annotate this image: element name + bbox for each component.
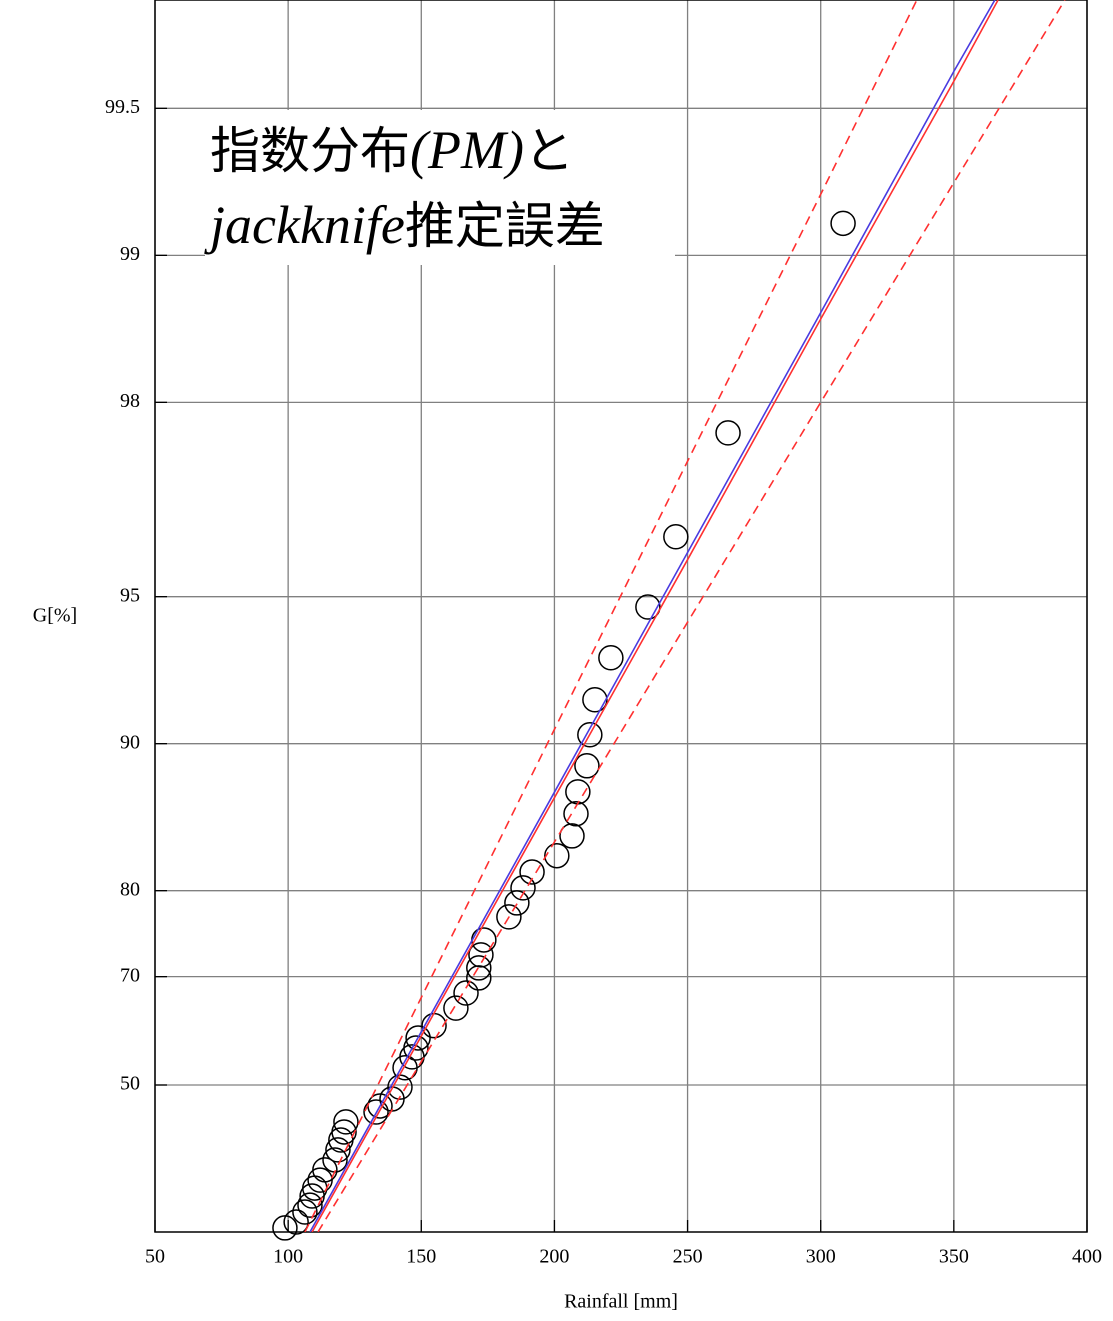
x-tick-label: 200 — [539, 1246, 569, 1268]
y-tick-label: 98 — [120, 390, 140, 412]
data-point — [363, 1099, 389, 1125]
y-tick-label: 90 — [120, 731, 140, 753]
data-point — [715, 420, 741, 446]
y-tick-label: 99 — [120, 243, 140, 265]
annotation-text: 推定誤差 — [405, 197, 605, 255]
data-point — [297, 1192, 323, 1218]
annotation-text: jackknife — [204, 195, 405, 255]
data-point — [443, 995, 469, 1021]
data-point — [302, 1175, 328, 1201]
fit-line — [311, 0, 999, 1232]
data-point — [468, 942, 494, 968]
x-tick-label: 50 — [145, 1246, 165, 1268]
annotation-text: と — [524, 122, 574, 180]
data-point — [544, 842, 570, 869]
y-axis-label: G[%] — [33, 605, 77, 627]
x-tick-label: 400 — [1072, 1246, 1102, 1268]
data-point — [510, 875, 536, 901]
plot-frame — [154, 0, 1088, 1233]
data-point — [496, 904, 522, 930]
y-tick-label: 95 — [120, 584, 140, 606]
x-tick-label: 150 — [406, 1246, 436, 1268]
y-tick-label: 50 — [120, 1073, 140, 1095]
data-point — [504, 890, 530, 916]
data-point — [325, 1137, 351, 1163]
data-point — [663, 524, 689, 550]
data-point — [519, 859, 545, 885]
annotation-text: (PM) — [410, 120, 524, 180]
confidence-line — [317, 0, 1066, 1232]
y-tick-label: 80 — [120, 878, 140, 900]
x-tick-label: 100 — [273, 1246, 303, 1268]
annotation: 指数分布(PM)と — [210, 120, 574, 180]
annotation-background — [205, 110, 675, 265]
data-point — [272, 1215, 298, 1241]
confidence-line — [304, 0, 918, 1232]
data-point — [559, 823, 585, 849]
x-tick-label: 250 — [673, 1246, 703, 1268]
annotation: jackknife推定誤差 — [204, 195, 605, 255]
data-point — [582, 687, 608, 713]
y-tick-label: 70 — [120, 964, 140, 986]
x-axis-label: Rainfall [mm] — [564, 1291, 678, 1313]
annotation-text: 指数分布 — [210, 122, 410, 180]
data-point — [577, 722, 603, 748]
data-point — [392, 1055, 418, 1081]
data-point — [598, 645, 624, 671]
x-tick-label: 300 — [806, 1246, 836, 1268]
data-point — [466, 965, 492, 991]
data-point — [453, 980, 479, 1006]
data-point — [292, 1199, 318, 1225]
data-point — [307, 1167, 333, 1193]
data-point — [328, 1127, 354, 1153]
x-tick-label: 350 — [939, 1246, 969, 1268]
data-point — [466, 955, 492, 981]
data-point — [574, 753, 600, 779]
data-point — [299, 1183, 325, 1209]
data-point — [635, 594, 661, 620]
data-point — [565, 779, 591, 805]
data-point — [333, 1109, 359, 1135]
y-tick-label: 99.5 — [105, 96, 140, 118]
fit-line — [309, 0, 996, 1232]
data-point — [405, 1025, 431, 1051]
data-point — [563, 801, 589, 827]
data-point — [830, 210, 856, 237]
